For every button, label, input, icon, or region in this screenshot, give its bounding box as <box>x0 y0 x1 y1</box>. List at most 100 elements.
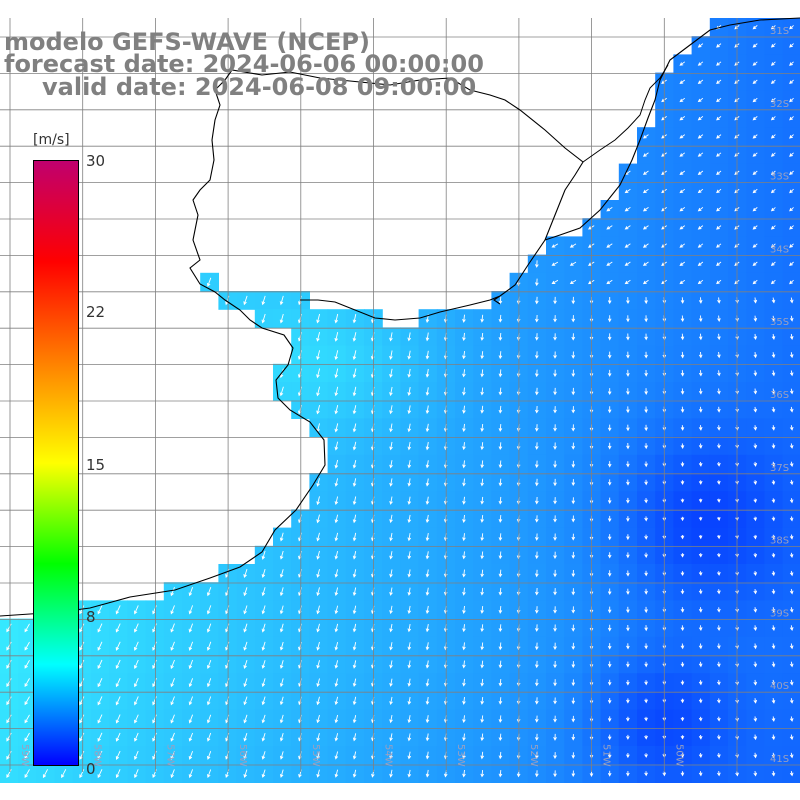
wind-arrow <box>679 116 686 121</box>
wind-arrow <box>753 480 758 485</box>
wind-arrow <box>680 315 685 323</box>
wind-arrow <box>498 697 503 705</box>
wind-arrow <box>698 571 703 576</box>
wind-arrow <box>425 533 430 542</box>
wind-arrow <box>498 551 503 560</box>
wind-arrow <box>571 296 576 305</box>
wind-arrow <box>753 770 758 777</box>
wind-arrow <box>407 624 412 633</box>
wind-arrow <box>480 460 484 469</box>
wind-arrow <box>243 295 248 306</box>
wind-arrow <box>352 532 357 542</box>
wind-arrow <box>753 734 758 741</box>
wind-arrow <box>206 587 212 597</box>
wind-arrow <box>551 279 559 284</box>
wind-arrow <box>697 207 704 212</box>
wind-arrow <box>680 735 685 740</box>
wind-arrow <box>462 332 466 342</box>
wind-arrow <box>571 770 576 778</box>
wind-arrow <box>717 461 721 467</box>
wind-arrow <box>352 496 357 506</box>
wind-arrow <box>644 351 648 359</box>
coastline <box>0 17 800 617</box>
wind-arrow <box>207 769 212 778</box>
wind-arrow <box>425 405 430 415</box>
wind-arrow <box>407 751 412 760</box>
wind-arrow <box>753 406 758 413</box>
wind-arrow <box>352 678 357 687</box>
wind-arrow <box>152 678 157 688</box>
wind-arrow <box>789 661 794 668</box>
wind-arrow <box>389 678 393 687</box>
wind-arrow <box>717 370 721 377</box>
wind-arrow <box>642 225 649 230</box>
wind-arrow <box>534 460 539 469</box>
wind-arrow <box>261 732 266 742</box>
wind-arrow <box>462 605 466 614</box>
wind-arrow <box>316 641 320 651</box>
wind-arrow <box>771 516 776 522</box>
wind-arrow <box>261 568 266 579</box>
wind-arrow <box>334 569 339 578</box>
wind-arrow <box>770 79 776 85</box>
wind-arrow <box>334 514 339 524</box>
wind-arrow <box>771 480 776 486</box>
wind-arrow <box>680 553 685 558</box>
wind-arrow <box>698 716 703 722</box>
wind-arrow <box>771 370 776 377</box>
wind-arrow <box>569 279 577 284</box>
wind-arrow <box>316 751 320 760</box>
wind-arrow <box>534 551 539 560</box>
wind-arrow <box>316 769 320 778</box>
wind-arrow <box>717 771 721 777</box>
wind-arrow <box>498 405 503 414</box>
wind-arrow <box>626 424 630 432</box>
wind-arrow <box>389 478 393 487</box>
wind-arrow <box>462 496 466 505</box>
colorbar-tick-15: 15 <box>86 456 106 474</box>
wind-arrow <box>753 333 758 341</box>
wind-arrow <box>680 753 685 758</box>
wind-arrow <box>462 697 466 705</box>
wind-arrow <box>644 606 648 614</box>
wind-arrow <box>462 551 466 560</box>
wind-arrow <box>771 388 776 395</box>
wind-arrow <box>389 751 393 760</box>
wind-arrow <box>753 589 758 595</box>
wind-arrow <box>498 515 503 523</box>
longitude-label: 53W <box>455 744 466 767</box>
wind-arrow <box>571 369 576 378</box>
wind-arrow <box>679 207 686 212</box>
wind-arrow <box>680 461 685 467</box>
wind-arrow <box>771 534 776 540</box>
wind-arrow <box>316 733 320 742</box>
wind-arrow <box>753 607 758 613</box>
wind-arrow <box>498 733 503 742</box>
wind-arrow <box>352 459 357 469</box>
wind-arrow <box>334 313 339 324</box>
wind-arrow <box>462 369 466 378</box>
wind-arrow <box>607 552 612 559</box>
wind-arrow <box>607 661 612 668</box>
wind-arrow <box>352 332 357 342</box>
wind-arrow <box>680 498 685 503</box>
wind-arrow <box>571 479 576 487</box>
wind-arrow <box>462 478 466 487</box>
wind-arrow <box>389 642 393 651</box>
wind-arrow <box>188 751 194 760</box>
wind-arrow <box>771 607 776 613</box>
wind-arrow <box>753 461 758 467</box>
wind-arrow <box>243 641 248 651</box>
wind-arrow <box>316 569 320 578</box>
wind-arrow <box>753 716 758 722</box>
wind-arrow <box>316 587 320 597</box>
wind-arrow <box>97 732 103 742</box>
wind-arrow <box>316 532 320 542</box>
wind-arrow <box>152 605 157 615</box>
wind-arrow <box>480 770 485 778</box>
wind-arrow <box>679 134 686 139</box>
wind-arrow <box>24 659 30 669</box>
wind-arrow <box>771 589 776 595</box>
wind-arrow <box>717 406 721 413</box>
wind-arrow <box>24 678 30 688</box>
